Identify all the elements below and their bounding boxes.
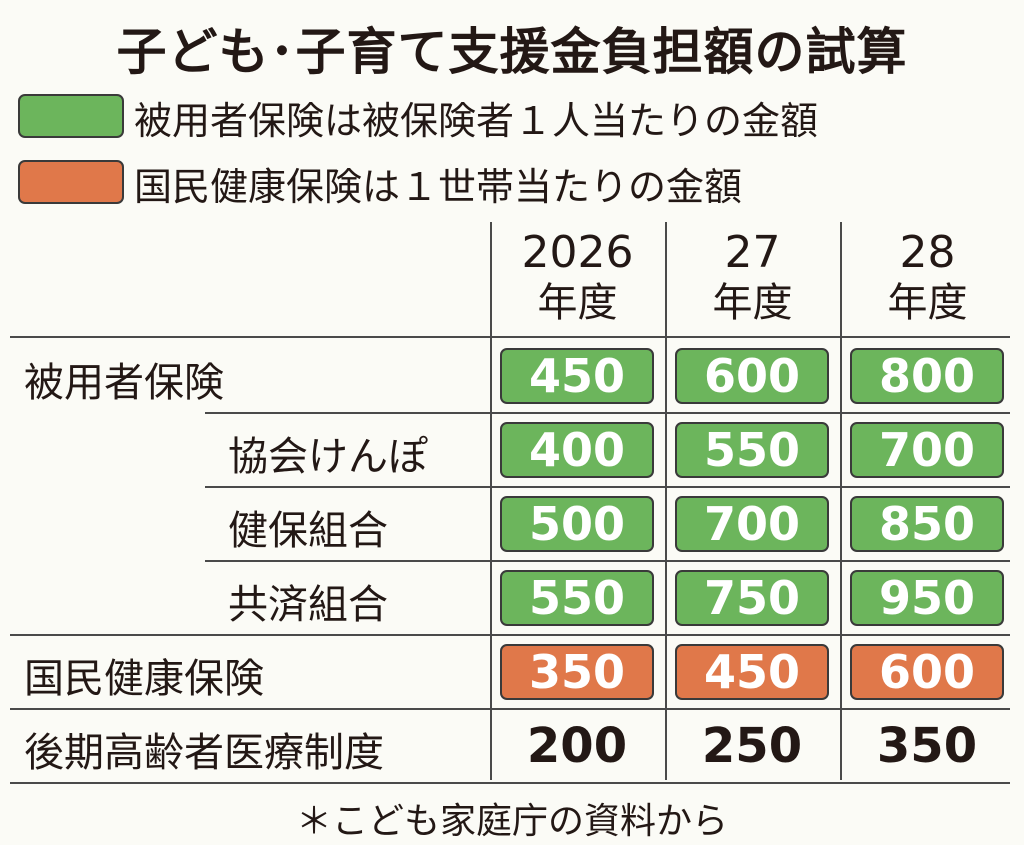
value-cell: 250 <box>701 718 803 774</box>
value-badge: 850 <box>850 496 1004 552</box>
row-label: 国民健康保険 <box>24 656 264 702</box>
column-unit: 年度 <box>537 280 618 326</box>
row-line <box>205 412 1010 414</box>
row-line <box>205 560 1010 562</box>
row-label: 後期高齢者医療制度 <box>24 730 384 776</box>
column-line <box>840 222 842 780</box>
legend-label: 国民健康保険は１世帯当たりの金額 <box>134 165 743 209</box>
row-label: 健保組合 <box>228 508 388 554</box>
value-badge: 950 <box>850 570 1004 626</box>
value-badge: 550 <box>675 422 829 478</box>
value-badge: 800 <box>850 348 1004 404</box>
column-line <box>490 222 492 780</box>
value-badge: 600 <box>850 644 1004 700</box>
value-badge: 600 <box>675 348 829 404</box>
row-line <box>205 486 1010 488</box>
column-year: 27 <box>724 227 781 278</box>
title: 子ども･子育て支援金負担額の試算 <box>116 23 908 81</box>
value-cell: 350 <box>876 718 978 774</box>
value-badge: 450 <box>675 644 829 700</box>
value-badge: 700 <box>675 496 829 552</box>
column-unit: 年度 <box>712 280 793 326</box>
legend-label: 被用者保険は被保険者１人当たりの金額 <box>134 99 819 143</box>
column-unit: 年度 <box>887 280 968 326</box>
legend-swatch <box>18 94 124 138</box>
row-line <box>10 708 1010 710</box>
row-line <box>10 634 1010 636</box>
row-label: 共済組合 <box>228 582 388 628</box>
column-year: 28 <box>899 227 956 278</box>
value-badge: 450 <box>500 348 654 404</box>
column-year: 2026 <box>521 227 634 278</box>
column-header: 28 年度 <box>840 228 1015 328</box>
source-note: ＊こども家庭庁の資料から <box>295 801 728 842</box>
value-badge: 750 <box>675 570 829 626</box>
row-label: 被用者保険 <box>24 360 224 406</box>
value-badge: 400 <box>500 422 654 478</box>
header-line <box>10 336 1010 338</box>
legend-swatch <box>18 160 124 204</box>
column-header: 27 年度 <box>665 228 840 328</box>
value-badge: 550 <box>500 570 654 626</box>
value-cell: 200 <box>526 718 628 774</box>
value-badge: 350 <box>500 644 654 700</box>
value-badge: 500 <box>500 496 654 552</box>
column-line <box>665 222 667 780</box>
row-label: 協会けんぽ <box>228 434 428 480</box>
value-badge: 700 <box>850 422 1004 478</box>
column-header: 2026 年度 <box>490 228 665 328</box>
row-line <box>10 782 1010 784</box>
